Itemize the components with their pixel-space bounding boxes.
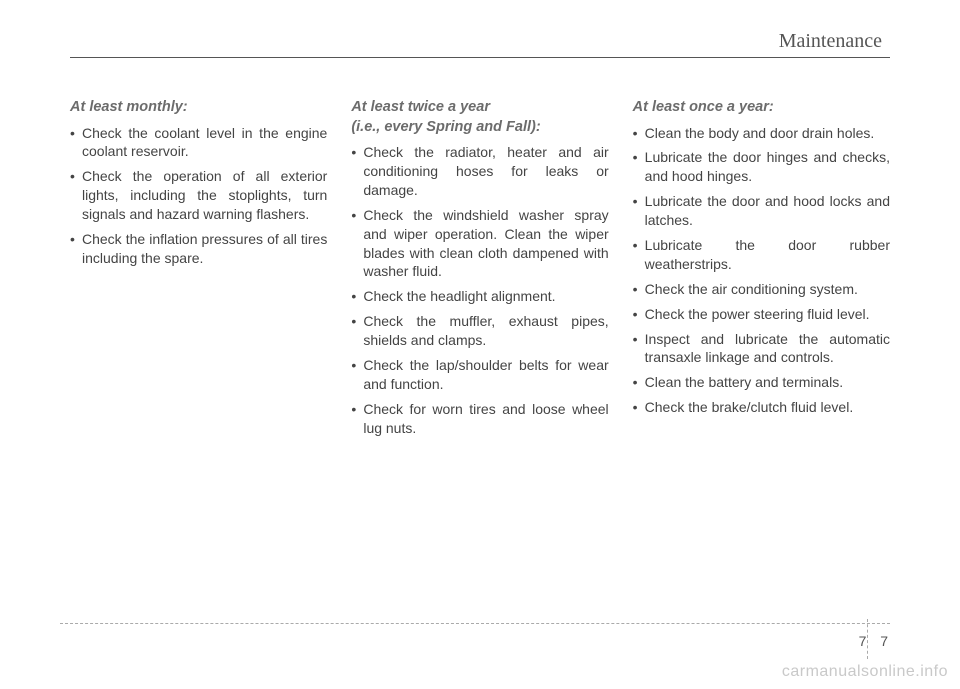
- list-item: Clean the battery and terminals.: [633, 373, 890, 392]
- section-number: 7: [859, 633, 869, 649]
- list-item: Check the air conditioning system.: [633, 280, 890, 299]
- footer-dashed-rule: [60, 623, 890, 624]
- list-item: Check the inflation pressures of all tir…: [70, 230, 327, 268]
- header-rule: [70, 57, 890, 58]
- list-item: Lubricate the door hinges and checks, an…: [633, 148, 890, 186]
- list-item: Check the power steering fluid level.: [633, 305, 890, 324]
- heading-once-year: At least once a year:: [633, 98, 890, 118]
- list-item: Check the brake/clutch fluid level.: [633, 398, 890, 417]
- list-item: Check for worn tires and loose wheel lug…: [351, 400, 608, 438]
- list-item: Check the headlight alignment.: [351, 287, 608, 306]
- list-item: Inspect and lubricate the automatic tran…: [633, 330, 890, 368]
- list-item: Check the windshield washer spray and wi…: [351, 206, 608, 282]
- heading-monthly: At least monthly:: [70, 98, 327, 118]
- column-once-year: At least once a year: Clean the body and…: [633, 98, 890, 444]
- heading-twice-year-sub: (i.e., every Spring and Fall):: [351, 118, 608, 138]
- list-item: Clean the body and door drain holes.: [633, 124, 890, 143]
- page-content: Maintenance At least monthly: Check the …: [70, 30, 890, 444]
- column-monthly: At least monthly: Check the coolant leve…: [70, 98, 327, 444]
- watermark: carmanualsonline.info: [782, 663, 948, 681]
- list-item: Lubricate the door rubber weatherstrips.: [633, 236, 890, 274]
- list-monthly: Check the coolant level in the engine co…: [70, 124, 327, 268]
- heading-twice-year: At least twice a year: [351, 98, 608, 118]
- page-footer: 7 7: [859, 633, 890, 649]
- list-item: Check the lap/shoulder belts for wear an…: [351, 356, 608, 394]
- list-twice-year: Check the radiator, heater and air condi…: [351, 143, 608, 437]
- list-item: Check the muffler, exhaust pipes, shield…: [351, 312, 608, 350]
- list-item: Check the radiator, heater and air condi…: [351, 143, 608, 200]
- columns-container: At least monthly: Check the coolant leve…: [70, 98, 890, 444]
- list-once-year: Clean the body and door drain holes. Lub…: [633, 124, 890, 418]
- chapter-title: Maintenance: [70, 30, 890, 53]
- list-item: Lubricate the door and hood locks and la…: [633, 192, 890, 230]
- page-number: 7: [880, 633, 890, 649]
- column-twice-year: At least twice a year (i.e., every Sprin…: [351, 98, 608, 444]
- list-item: Check the coolant level in the engine co…: [70, 124, 327, 162]
- list-item: Check the operation of all exterior ligh…: [70, 167, 327, 224]
